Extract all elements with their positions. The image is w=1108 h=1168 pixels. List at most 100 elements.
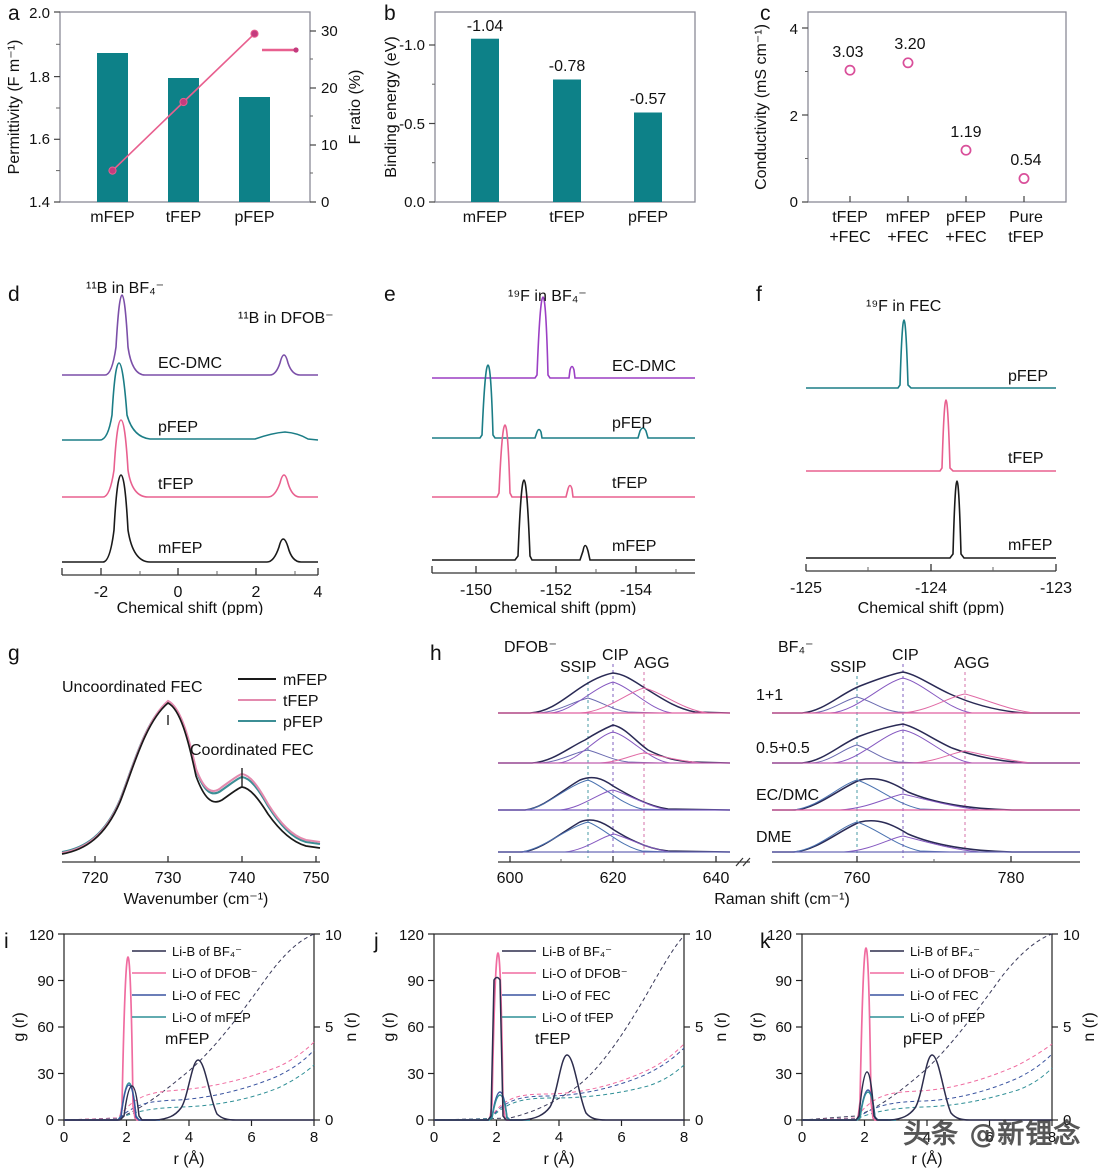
panel-d: d EC-DMC pFEP tFEP mFEP ¹¹B in BF₄⁻ ¹¹B …: [0, 275, 380, 615]
plot-frame: [801, 933, 1053, 1121]
gr-li-o-dfob: [802, 947, 888, 1121]
x-tick-2: -154: [620, 582, 652, 599]
x-axis: -125 -124 -123: [790, 564, 1072, 597]
h-row-05plus05-left: 0.5+0.5: [498, 724, 810, 764]
x-tick-0: 0: [430, 1129, 438, 1146]
y-axis: 0.0 -0.5 -1.0: [399, 37, 435, 211]
trace-label-mfep: mFEP: [158, 540, 202, 557]
y-tick-right-1: 5: [325, 1019, 333, 1036]
legend-label-tfep: tFEP: [283, 693, 319, 710]
x-tick-0: -150: [460, 582, 492, 599]
x-tick-3: 6: [985, 1129, 993, 1146]
legend: Li-B of BF₄⁻ Li-O of DFOB⁻ Li-O of FEC L…: [132, 944, 258, 1025]
sample-label: pFEP: [903, 1031, 943, 1048]
legend-label-1: Li-O of DFOB⁻: [910, 966, 996, 981]
annotation-coordinated: Coordinated FEC: [190, 742, 314, 759]
x-axis: -150 -152 -154: [431, 566, 695, 599]
x-axis-right: 760 780: [772, 856, 1080, 887]
nr-li-o-dfob: [433, 1043, 685, 1121]
nr-li-o-mfep: [63, 1064, 315, 1121]
x-axis-title: r (Å): [543, 1149, 574, 1168]
nr-li-b-bf4: [433, 935, 685, 1121]
y-tick-0: 0.0: [404, 194, 425, 211]
point-pfep-fec: [960, 144, 972, 156]
panel-a-chart: 1.4 1.6 1.8 2.0 0 10 20 30: [6, 5, 364, 226]
f-ratio-point-pfep: [250, 29, 259, 38]
gr-li-b-bf4: [64, 1059, 314, 1121]
x-axis-title: Raman shift (cm⁻¹): [714, 891, 850, 908]
datalabel-0: 3.03: [832, 44, 863, 61]
component-cip: [839, 793, 981, 811]
y-tick-left-0: 0: [416, 1112, 424, 1129]
x-cat-1-line2: +FEC: [887, 229, 928, 246]
y-tick-left-1: 1.6: [29, 131, 50, 148]
panel-i-label: i: [4, 930, 9, 953]
trace-tfep: [62, 419, 318, 498]
x-tick-2: -123: [1040, 580, 1072, 597]
x-tick-4: 8: [310, 1129, 318, 1146]
x-tick-1: 2: [122, 1129, 130, 1146]
trace-pfep: [432, 364, 695, 439]
datalabel-pfep: -0.57: [630, 91, 667, 108]
x-axis-title: r (Å): [911, 1149, 942, 1168]
y-axis-left: 0 30 60 90 120: [29, 927, 64, 1129]
x-tick-right-0: 760: [844, 870, 871, 887]
axis-break-icon: [735, 857, 751, 867]
legend-label-0: Li-B of BF₄⁻: [172, 944, 242, 959]
y-tick-left-2: 60: [775, 1019, 792, 1036]
trace-mfep: [432, 479, 695, 561]
y-tick-2: 4: [790, 21, 798, 38]
component-agg: [911, 750, 1035, 764]
row-label-1: 0.5+0.5: [756, 740, 810, 757]
panel-d-label: d: [8, 283, 20, 306]
y-tick-left-2: 60: [407, 1019, 424, 1036]
component-agg: [901, 693, 1035, 714]
x-cat-0: mFEP: [90, 209, 134, 226]
x-tick-1: 730: [155, 870, 182, 887]
x-tick-0: 0: [798, 1129, 806, 1146]
trace-label-pfep: pFEP: [158, 419, 198, 436]
panel-i: i 0 30 60 90 120 0 5 10: [0, 920, 380, 1168]
y-tick-right-2: 10: [695, 927, 712, 944]
h-row-05plus05-right: [772, 723, 1080, 764]
y-tick-left-0: 0: [46, 1112, 54, 1129]
panel-e-label: e: [384, 283, 396, 306]
envelope: [498, 672, 731, 714]
legend-label-0: Li-B of BF₄⁻: [910, 944, 980, 959]
h-row-dme-left: DME: [498, 819, 792, 853]
y-tick-right-2: 10: [325, 927, 342, 944]
x-cat-0-line1: tFEP: [832, 209, 868, 226]
panel-b-chart: 0.0 -0.5 -1.0 -1.04 -0.78 -0.57 mFEP tFE…: [383, 11, 696, 226]
component-ssip: [537, 697, 661, 714]
curve-mfep: [61, 701, 321, 855]
annotation-uncoordinated: Uncoordinated FEC: [62, 679, 203, 696]
y-axis: 0 2 4: [790, 21, 808, 211]
panel-j: j 0 30 60 90 120 0 5 10: [370, 920, 750, 1168]
legend-label-0: Li-B of BF₄⁻: [542, 944, 612, 959]
component-ssip: [811, 744, 921, 764]
x-tick-left-2: 640: [703, 870, 730, 887]
component-ssip: [791, 779, 951, 811]
y-tick-left-4: 120: [767, 927, 792, 944]
h-row-dme-right: [772, 820, 1080, 853]
x-axis: 0 2 4 6 8: [798, 1120, 1056, 1146]
x-axis: 0 2 4 6 8: [430, 1120, 688, 1146]
legend-label-mfep: mFEP: [283, 672, 327, 689]
gr-li-o-mfep: [64, 1082, 160, 1121]
envelope: [772, 671, 1080, 714]
panel-h: h DFOB⁻ SSIP CIP AGG 1+1 0.5+0.5: [420, 620, 1108, 920]
nr-li-o-tfep: [433, 1064, 685, 1121]
trace-tfep: [432, 424, 695, 498]
annotation-f-bf4: ¹⁹F in BF₄⁻: [508, 288, 587, 305]
legend-label-3: Li-O of mFEP: [172, 1010, 251, 1025]
envelope: [498, 724, 731, 764]
x-tick-2: 2: [252, 584, 261, 601]
component-ssip: [811, 696, 921, 714]
x-axis-title: Chemical shift (ppm): [490, 600, 637, 615]
x-tick-right-1: 780: [998, 870, 1025, 887]
point-tfep-fec: [844, 64, 856, 76]
x-cat-1: tFEP: [166, 209, 202, 226]
legend-label-3: Li-O of tFEP: [542, 1010, 614, 1025]
panel-a-label: a: [8, 2, 20, 25]
gr-li-o-dfob: [64, 956, 150, 1121]
